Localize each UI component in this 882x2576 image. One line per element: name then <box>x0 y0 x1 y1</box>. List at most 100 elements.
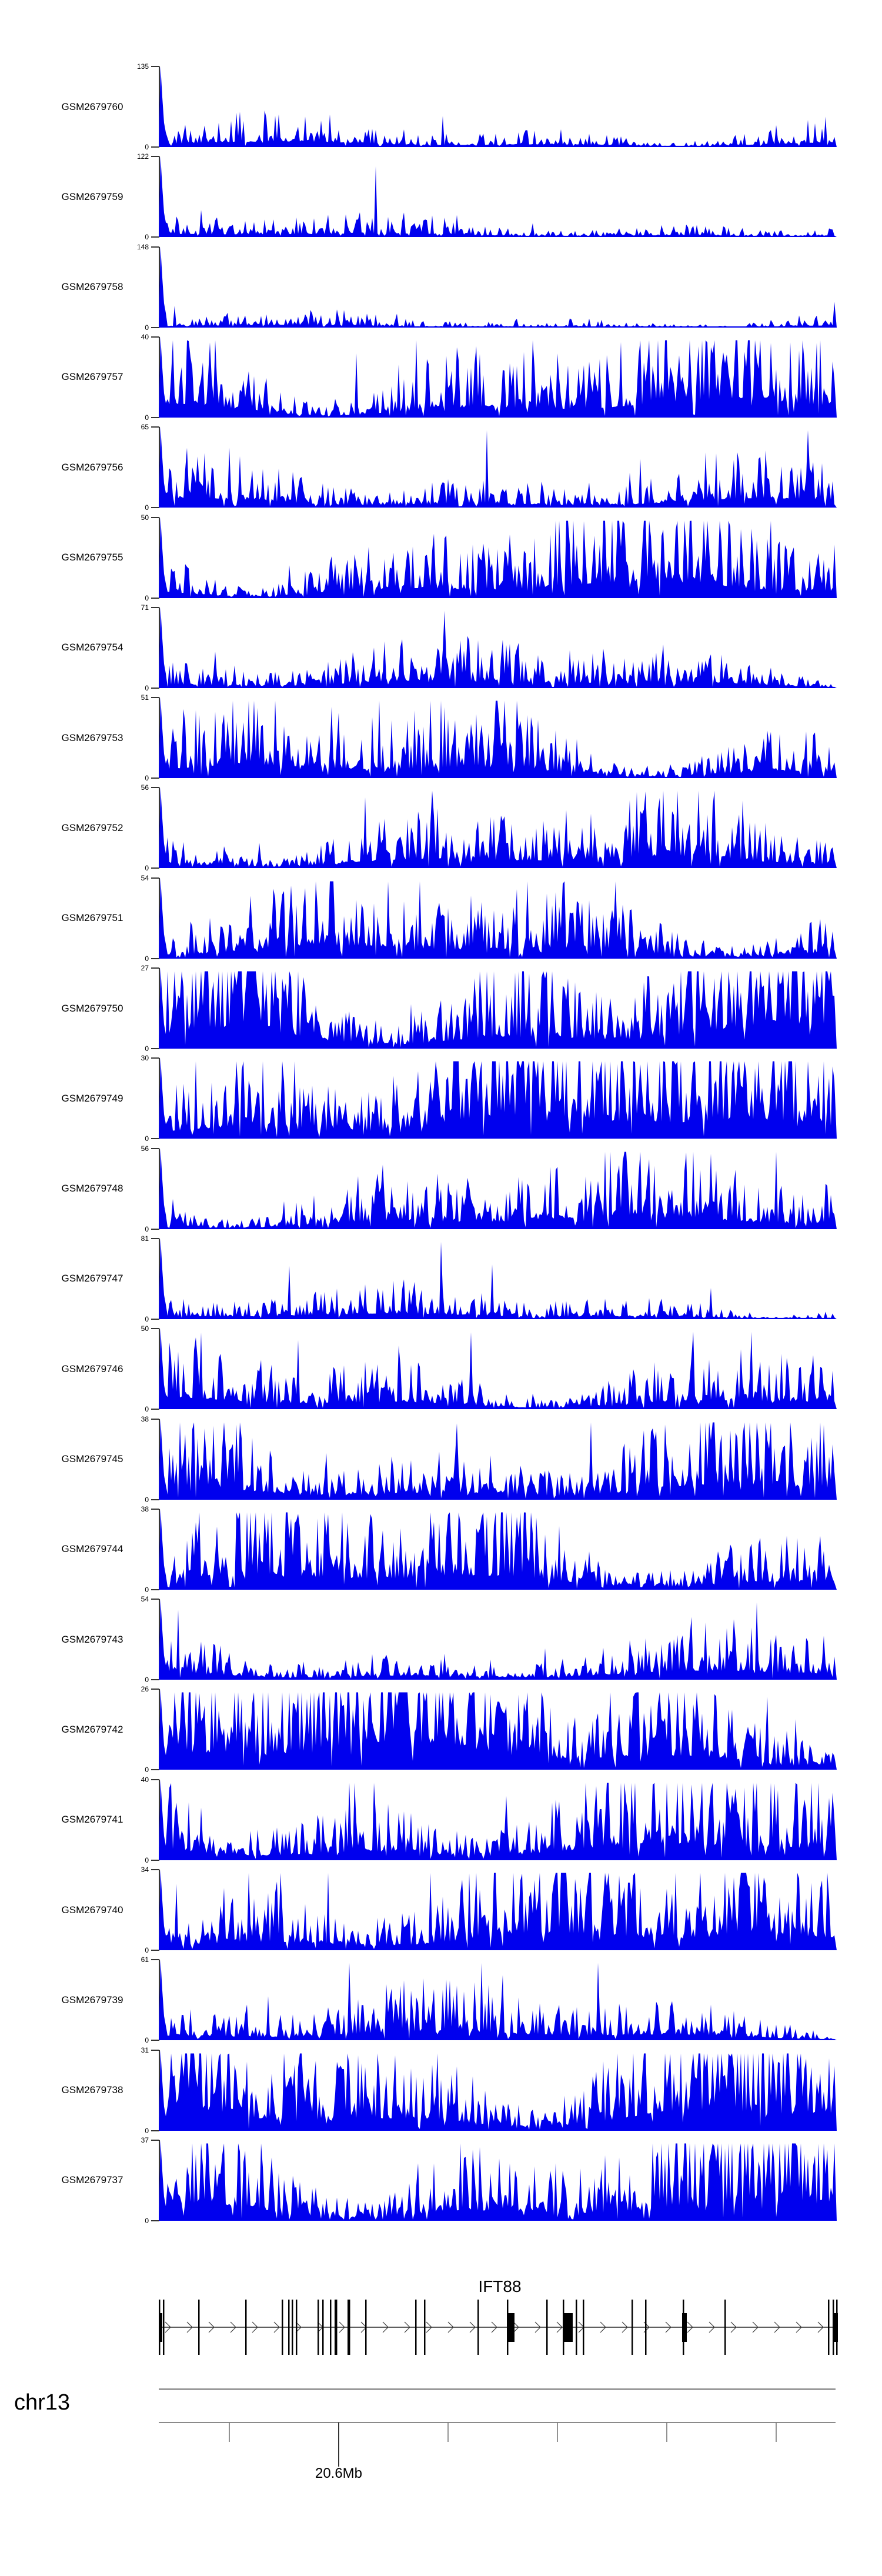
coverage-signal-area <box>159 156 837 238</box>
strand-arrow-icon <box>600 2321 606 2333</box>
strand-arrow-icon <box>491 2321 497 2333</box>
exon-mark <box>292 2300 293 2355</box>
coverage-signal-area <box>159 877 837 959</box>
coverage-track: 51 0 <box>141 693 837 782</box>
strand-arrow-icon <box>469 2321 476 2333</box>
exon-mark <box>282 2300 283 2355</box>
coverage-track: 37 0 <box>141 2136 837 2225</box>
y-min-label: 0 <box>145 1676 149 1684</box>
y-max-label: 65 <box>141 423 149 431</box>
track-label: GSM2679755 <box>61 552 123 563</box>
y-min-label: 0 <box>145 143 149 151</box>
exon-mark <box>424 2300 426 2355</box>
strand-arrow-icon <box>534 2321 541 2333</box>
track-label: GSM2679753 <box>61 732 123 743</box>
coverage-signal-area <box>159 1870 837 1950</box>
coverage-track: 27 0 <box>141 964 837 1053</box>
strand-arrow-icon <box>165 2321 171 2333</box>
coverage-track: 56 0 <box>141 783 837 872</box>
strand-arrow-icon <box>295 2321 302 2333</box>
y-min-label: 0 <box>145 1045 149 1053</box>
y-max-label: 40 <box>141 1776 149 1784</box>
exon-mark <box>632 2300 633 2355</box>
track-label: GSM2679752 <box>61 822 123 833</box>
track-label: GSM2679743 <box>61 1633 123 1645</box>
y-min-label: 0 <box>145 2127 149 2135</box>
coverage-track: 34 0 <box>141 1866 837 1954</box>
gene-model-track <box>159 2300 838 2355</box>
y-min-label: 0 <box>145 864 149 872</box>
track-label: GSM2679750 <box>61 1002 123 1014</box>
strand-arrow-icon <box>622 2321 628 2333</box>
coverage-signal-area <box>159 1329 837 1410</box>
strand-arrow-icon <box>252 2321 258 2333</box>
y-min-label: 0 <box>145 1496 149 1504</box>
y-min-label: 0 <box>145 2217 149 2225</box>
strand-arrow-icon <box>513 2321 519 2333</box>
strand-arrow-icon <box>426 2321 432 2333</box>
track-label: GSM2679759 <box>61 191 123 202</box>
strand-arrow-icon <box>752 2321 759 2333</box>
chromosome-label: chr13 <box>14 2390 71 2415</box>
y-min-label: 0 <box>145 1946 149 1954</box>
y-min-label: 0 <box>145 1225 149 1233</box>
exon-mark <box>330 2300 332 2355</box>
track-label: GSM2679748 <box>61 1183 123 1194</box>
coverage-signal-area <box>159 1058 837 1139</box>
strand-arrow-icon <box>382 2321 389 2333</box>
exon-mark-wide <box>348 2300 350 2355</box>
coverage-track: 61 0 <box>141 1956 837 2044</box>
coverage-track: 54 0 <box>141 1595 837 1684</box>
exon-mark <box>724 2300 726 2355</box>
strand-arrow-icon <box>796 2321 802 2333</box>
y-max-label: 135 <box>137 62 149 71</box>
strand-arrow-icon <box>447 2321 454 2333</box>
track-label: GSM2679746 <box>61 1363 123 1374</box>
strand-arrow-icon <box>687 2321 693 2333</box>
y-max-label: 37 <box>141 2136 149 2144</box>
y-max-label: 54 <box>141 874 149 882</box>
coverage-signal-area <box>159 66 837 147</box>
coverage-signal-area <box>159 1599 837 1680</box>
y-max-label: 81 <box>141 1234 149 1243</box>
y-min-label: 0 <box>145 684 149 692</box>
coverage-track: 122 0 <box>137 152 837 241</box>
exon-mark <box>576 2300 577 2355</box>
exon-box <box>159 2313 162 2342</box>
track-label: GSM2679751 <box>61 912 123 924</box>
y-min-label: 0 <box>145 1315 149 1323</box>
coverage-signal-area <box>159 607 837 688</box>
track-label: GSM2679745 <box>61 1453 123 1464</box>
y-max-label: 71 <box>141 603 149 612</box>
coverage-signal-area <box>159 698 837 779</box>
exon-mark <box>322 2300 324 2355</box>
coverage-signal-area <box>159 788 837 869</box>
track-label: GSM2679758 <box>61 281 123 293</box>
y-max-label: 40 <box>141 333 149 341</box>
y-min-label: 0 <box>145 503 149 512</box>
chromosome-ideogram-line <box>159 2388 836 2390</box>
exon-mark <box>645 2300 647 2355</box>
coverage-track: 71 0 <box>141 603 837 692</box>
exon-mark <box>288 2300 290 2355</box>
strand-arrow-icon <box>709 2321 715 2333</box>
y-max-label: 122 <box>137 152 149 161</box>
coverage-signal-area <box>159 1419 837 1500</box>
strand-arrow-icon <box>774 2321 780 2333</box>
exon-box <box>563 2313 573 2342</box>
track-label: GSM2679744 <box>61 1543 123 1555</box>
strand-arrow-icon <box>817 2321 824 2333</box>
track-label: GSM2679760 <box>61 101 123 112</box>
exon-mark <box>546 2300 548 2355</box>
y-max-label: 50 <box>141 513 149 522</box>
strand-arrow-icon <box>556 2321 563 2333</box>
coverage-track: 54 0 <box>141 874 837 963</box>
coverage-track: 26 0 <box>141 1685 837 1774</box>
track-label: GSM2679738 <box>61 2084 123 2096</box>
y-max-label: 51 <box>141 693 149 702</box>
y-min-label: 0 <box>145 2036 149 2044</box>
y-max-label: 31 <box>141 2046 149 2054</box>
strand-arrow-icon <box>665 2321 671 2333</box>
coverage-signal-area <box>159 1148 837 1229</box>
